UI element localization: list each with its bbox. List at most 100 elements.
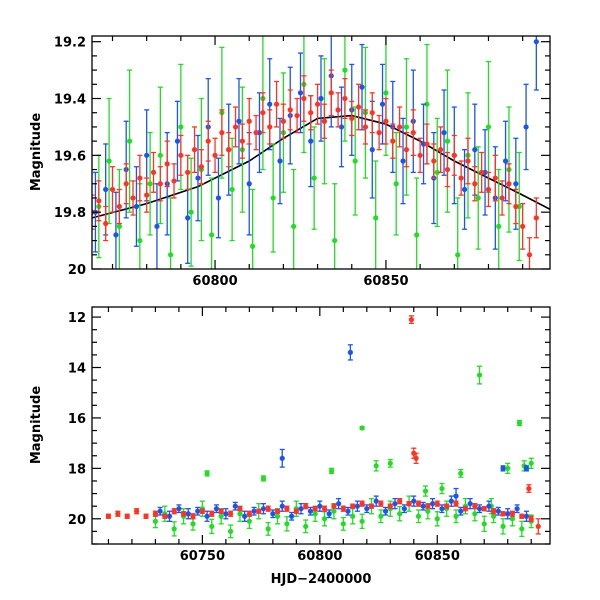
top-data-point bbox=[198, 164, 204, 170]
bottom-data-point bbox=[458, 470, 464, 477]
bottom-data-point bbox=[535, 523, 541, 529]
top-data-point bbox=[485, 186, 492, 193]
bottom-data-point bbox=[227, 511, 234, 517]
bottom-data-point bbox=[359, 518, 365, 524]
top-data-point bbox=[441, 130, 447, 136]
top-data-point bbox=[533, 215, 539, 221]
top-x-tick-label: 60800 bbox=[192, 274, 237, 289]
top-data-point bbox=[376, 130, 382, 136]
top-data-point bbox=[287, 107, 293, 113]
bottom-data-point bbox=[223, 511, 229, 517]
top-data-point bbox=[157, 152, 163, 158]
top-data-point bbox=[273, 101, 280, 107]
bottom-data-point bbox=[528, 460, 534, 466]
bottom-data-point bbox=[458, 508, 464, 514]
top-data-point bbox=[520, 223, 526, 229]
top-data-point bbox=[212, 152, 218, 158]
bottom-data-point bbox=[326, 511, 332, 517]
top-data-point bbox=[130, 195, 136, 201]
bottom-data-point bbox=[373, 498, 379, 504]
top-data-point bbox=[246, 118, 252, 124]
bottom-data-point bbox=[284, 506, 290, 512]
bottom-data-point bbox=[495, 508, 501, 514]
bottom-data-point bbox=[166, 513, 173, 519]
bottom-plot-frame bbox=[91, 306, 551, 545]
bottom-data-point bbox=[467, 501, 473, 507]
bottom-data-point bbox=[246, 518, 252, 524]
bottom-data-point bbox=[152, 518, 159, 524]
bottom-data-point bbox=[519, 526, 525, 532]
bottom-data-point bbox=[439, 506, 445, 512]
bottom-data-point bbox=[378, 501, 384, 507]
bottom-data-point bbox=[448, 498, 454, 504]
bottom-data-point bbox=[415, 513, 422, 519]
top-data-point bbox=[379, 101, 386, 107]
top-data-point bbox=[250, 243, 256, 249]
top-data-point bbox=[397, 124, 403, 130]
top-data-point bbox=[410, 130, 416, 136]
top-data-point bbox=[137, 237, 143, 244]
bottom-data-point bbox=[516, 420, 523, 426]
bottom-data-point bbox=[340, 521, 346, 527]
bottom-data-point bbox=[462, 506, 469, 512]
top-data-point bbox=[444, 138, 451, 144]
top-data-point bbox=[342, 67, 348, 73]
bottom-data-point bbox=[500, 465, 506, 471]
top-data-point bbox=[338, 124, 345, 130]
top-x-tick-label: 60850 bbox=[363, 274, 408, 289]
bottom-data-point bbox=[509, 516, 516, 522]
bottom-data-point bbox=[237, 511, 243, 517]
bottom-data-point bbox=[307, 508, 314, 514]
bottom-data-point bbox=[260, 475, 267, 482]
top-series-2 bbox=[92, 69, 539, 269]
top-y-tick-label: 19.6 bbox=[54, 149, 86, 164]
top-data-point bbox=[492, 175, 498, 181]
top-y-tick-label: 19.8 bbox=[54, 206, 86, 221]
top-data-point bbox=[209, 232, 215, 238]
bottom-data-point bbox=[453, 493, 459, 499]
bottom-data-point bbox=[415, 501, 422, 507]
top-data-point bbox=[195, 175, 201, 181]
top-data-point bbox=[232, 124, 239, 130]
top-data-point bbox=[390, 138, 396, 144]
top-data-point bbox=[133, 203, 140, 210]
top-data-point bbox=[451, 152, 457, 158]
bottom-data-point bbox=[274, 513, 281, 519]
top-data-point bbox=[96, 198, 102, 204]
top-data-point bbox=[533, 39, 539, 45]
bottom-data-point bbox=[444, 503, 450, 509]
bottom-data-point bbox=[519, 513, 525, 519]
bottom-y-tick-label: 12 bbox=[68, 311, 86, 326]
top-data-point bbox=[414, 232, 420, 238]
bottom-data-point bbox=[157, 508, 163, 514]
bottom-data-point bbox=[328, 468, 335, 474]
top-data-point bbox=[506, 181, 512, 187]
bottom-data-point bbox=[425, 503, 431, 509]
bottom-data-point bbox=[293, 508, 299, 514]
top-data-point bbox=[403, 124, 410, 130]
bottom-data-point bbox=[476, 372, 483, 378]
top-data-point bbox=[168, 252, 174, 258]
bottom-data-point bbox=[274, 508, 281, 514]
top-data-point bbox=[308, 138, 314, 144]
bottom-data-point bbox=[347, 349, 353, 355]
bottom-data-point bbox=[209, 523, 215, 529]
top-data-point bbox=[106, 158, 112, 164]
bottom-data-point bbox=[528, 516, 534, 522]
top-data-point bbox=[472, 181, 478, 187]
top-data-point bbox=[144, 192, 150, 198]
top-data-point bbox=[393, 181, 399, 187]
top-data-point bbox=[113, 232, 119, 238]
top-data-point bbox=[291, 223, 297, 229]
top-data-point bbox=[116, 223, 122, 229]
top-data-point bbox=[485, 124, 492, 130]
bottom-data-point bbox=[218, 513, 224, 519]
bottom-data-point bbox=[260, 506, 267, 512]
top-data-point bbox=[328, 90, 334, 96]
top-data-point bbox=[335, 107, 341, 113]
top-data-point bbox=[369, 147, 375, 153]
bottom-data-point bbox=[392, 501, 398, 507]
bottom-data-point bbox=[364, 506, 370, 512]
bottom-data-point bbox=[171, 508, 177, 514]
bottom-data-point bbox=[190, 513, 196, 519]
